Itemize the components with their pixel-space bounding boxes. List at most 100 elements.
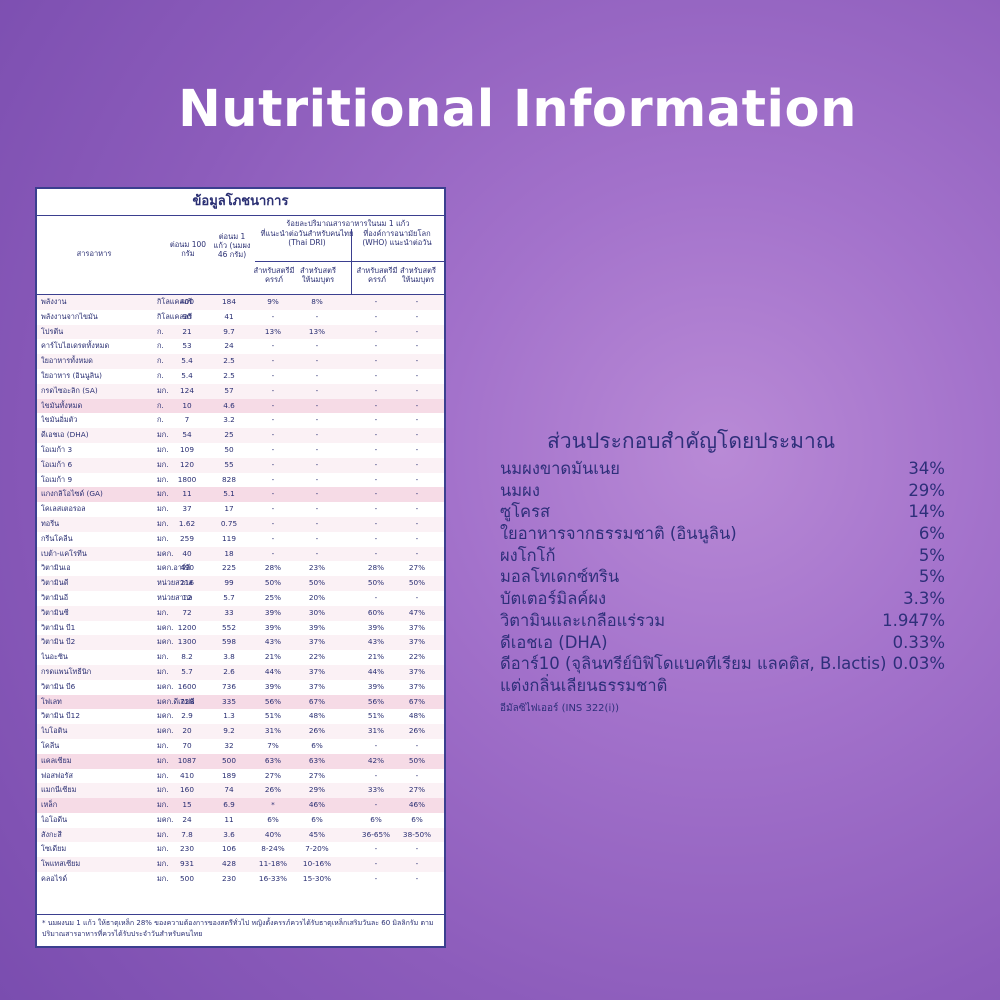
header-thai-lactating: สำหรับสตรีให้นมบุตร	[300, 266, 336, 284]
table-row: แกงกลิโอไซด์ (GA) มก. 11 5.1 - - - -	[37, 487, 444, 503]
ingredient-percent: 0.03%	[892, 654, 945, 674]
thai-pregnant-pct: -	[271, 385, 275, 395]
nutrient-unit: ก.	[157, 415, 164, 425]
thai-pregnant-pct: 51%	[264, 711, 282, 721]
table-row: ใยอาหารทั้งหมด ก. 5.4 2.5 - - - -	[37, 354, 444, 369]
ingredients-heading: ส่วนประกอบสำคัญโดยประมาณ	[547, 429, 836, 453]
table-row: กรดไซอะลิก (SA) มก. 124 57 - - - -	[37, 383, 444, 399]
header-per-serving: ต่อนม 1 แก้ว (นมผง 46 กรัม)	[213, 232, 251, 259]
thai-lactating-pct: 67%	[308, 696, 326, 706]
value-per-100g: 1.62	[178, 518, 196, 528]
value-per-100g: 259	[180, 533, 194, 543]
nutrient-unit: มคก.อาร์อี	[157, 563, 191, 573]
table-row: วิตามินเอ มคก.อาร์อี 490 225 28% 23% 28% 27%	[37, 561, 444, 576]
value-per-serving: 32	[224, 740, 234, 750]
value-per-100g: 500	[180, 874, 194, 884]
thai-lactating-pct: 6%	[311, 740, 323, 750]
value-per-100g: 410	[180, 770, 194, 780]
value-per-100g: 216	[180, 578, 194, 588]
table-row: เหล็ก มก. 15 6.9 * 46% - 46%	[37, 798, 444, 813]
thai-lactating-pct: 10-16%	[302, 859, 332, 869]
value-per-serving: 55	[224, 459, 234, 469]
who-pregnant-pct: 21%	[367, 652, 385, 662]
who-pregnant-pct: 43%	[367, 637, 385, 647]
nutrient-unit: มก.	[157, 607, 169, 617]
who-lactating-pct: -	[415, 548, 419, 558]
value-per-100g: 1600	[177, 681, 197, 691]
nutrient-unit: มก.	[157, 474, 169, 484]
who-lactating-pct: 22%	[408, 652, 426, 662]
nutrient-unit: มคก.	[157, 711, 174, 721]
who-pregnant-pct: 50%	[367, 578, 385, 588]
who-pregnant-pct: -	[374, 533, 378, 543]
header-nutrient: สารอาหาร	[76, 249, 112, 258]
value-per-100g: 37	[182, 504, 192, 514]
thai-lactating-pct: 48%	[308, 711, 326, 721]
nutrient-name: วิตามิน บี1	[41, 622, 76, 632]
nutrient-rows: พลังงาน กิโลแคลอรี 400 184 9% 8% - - พลังงานจาก…	[37, 295, 444, 887]
nutrient-unit: มก.	[157, 459, 169, 469]
value-per-serving: 552	[222, 622, 236, 632]
ingredient-name: ใยอาหารจากธรรมชาติ (อินนูลิน)	[500, 524, 737, 544]
ingredient-item: ผงโกโก้ 5%	[500, 545, 950, 567]
who-lactating-pct: -	[415, 474, 419, 484]
who-pregnant-pct: 31%	[367, 726, 385, 736]
thai-lactating-pct: -	[315, 533, 319, 543]
ingredient-percent: 1.947%	[882, 610, 945, 630]
nutrient-name: ใยอาหาร (อินนูลิน)	[41, 370, 102, 380]
value-per-serving: 119	[222, 533, 236, 543]
thai-pregnant-pct: -	[271, 444, 275, 454]
thai-pregnant-pct: 8-24%	[261, 844, 285, 854]
table-row: ไขมันอิ่มตัว ก. 7 3.2 - - - -	[37, 413, 444, 428]
nutrient-name: คลอไรด์	[41, 874, 68, 884]
who-pregnant-pct: -	[374, 430, 378, 440]
value-per-100g: 53	[182, 341, 192, 351]
thai-lactating-pct: 29%	[308, 785, 326, 795]
ingredients-section: ส่วนประกอบสำคัญโดยประมาณ นมผงขาดมันเนย 34…	[500, 428, 950, 716]
value-per-100g: 1800	[177, 474, 197, 484]
nutrient-unit: มก.	[157, 444, 169, 454]
table-row: กรดแพนโทธีนิก มก. 5.7 2.6 44% 37% 44% 37%	[37, 664, 444, 680]
value-per-serving: 3.8	[223, 652, 235, 662]
value-per-serving: 225	[222, 563, 236, 573]
thai-pregnant-pct: 39%	[264, 681, 282, 691]
who-pregnant-pct: -	[374, 370, 378, 380]
nutrient-unit: มก.	[157, 785, 169, 795]
value-per-100g: 7	[184, 415, 190, 425]
value-per-100g: 1087	[177, 755, 197, 765]
thai-pregnant-pct: 27%	[264, 770, 282, 780]
value-per-100g: 24	[182, 814, 192, 824]
thai-pregnant-pct: -	[271, 518, 275, 528]
thai-pregnant-pct: 43%	[264, 637, 282, 647]
value-per-serving: 335	[222, 696, 236, 706]
nutrient-name: โพแทสเซียม	[41, 859, 81, 869]
nutrient-name: แคลเซียม	[41, 755, 72, 765]
value-per-100g: 160	[180, 785, 194, 795]
table-row: โอเมก้า 3 มก. 109 50 - - - -	[37, 443, 444, 458]
ingredient-item: วิตามินและเกลือแร่รวม 1.947%	[500, 610, 950, 632]
nutrient-name: แมกนีเซียม	[41, 785, 77, 795]
nutrient-name: วิตามินอี	[41, 592, 69, 602]
thai-lactating-pct: 6%	[311, 814, 323, 824]
ingredient-item: นมผงขาดมันเนย 34%	[500, 458, 950, 480]
value-per-100g: 5.4	[181, 370, 193, 380]
header-who: ที่องค์การอนามัยโลก (WHO) แนะนำต่อวัน	[362, 229, 432, 247]
ingredient-name: มอลโทเดกซ์ทริน	[500, 567, 620, 587]
who-pregnant-pct: 44%	[367, 666, 385, 676]
value-per-serving: 3.2	[223, 415, 235, 425]
nutrient-unit: กิโลแคลอรี	[157, 297, 193, 306]
value-per-serving: 11	[224, 814, 234, 824]
header-thai-pregnant: สำหรับสตรีมีครรภ์	[253, 266, 295, 284]
nutrient-name: วิตามินเอ	[41, 563, 71, 573]
thai-pregnant-pct: 21%	[264, 652, 282, 662]
who-pregnant-pct: -	[374, 592, 378, 602]
value-per-100g: 15	[182, 800, 192, 810]
thai-lactating-pct: 39%	[308, 622, 326, 632]
thai-pregnant-pct: 50%	[264, 578, 282, 588]
value-per-serving: 184	[222, 297, 236, 306]
nutrient-name: คาร์โบไฮเดรตทั้งหมด	[41, 341, 110, 351]
nutrient-name: ไบโอติน	[41, 726, 68, 736]
value-per-100g: 120	[180, 459, 194, 469]
footnote: * นมผงนม 1 แก้ว ให้ธาตุเหล็ก 28% ของความ…	[37, 914, 444, 946]
who-pregnant-pct: 36-65%	[361, 829, 391, 839]
